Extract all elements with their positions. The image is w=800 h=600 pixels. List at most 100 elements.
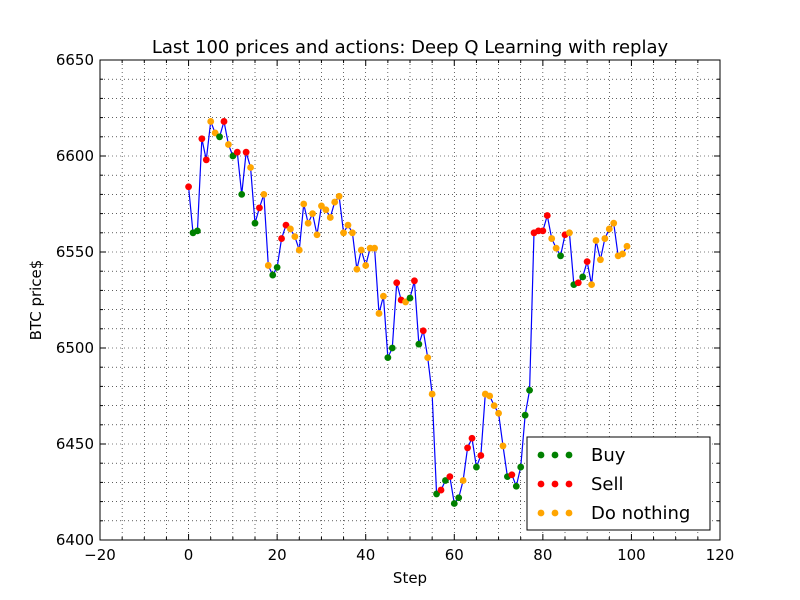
point-nothing [309, 210, 316, 218]
point-buy [512, 482, 520, 490]
point-nothing [353, 265, 361, 273]
legend-marker-sell [537, 480, 545, 488]
tick-labels: −20 0 20 40 60 80 100 120 6400 6450 6500 6550 6600 66… [56, 51, 735, 564]
point-sell [508, 471, 516, 479]
point-nothing [295, 246, 303, 254]
point-nothing [610, 219, 618, 227]
point-buy [579, 273, 587, 281]
legend-marker-buy [537, 451, 545, 459]
point-sell [543, 212, 551, 219]
point-sell [437, 486, 445, 494]
point-buy [384, 354, 392, 361]
legend-marker-buy [565, 451, 573, 459]
x-tick-label: 40 [356, 546, 375, 564]
point-buy [229, 152, 237, 160]
legend-marker-nothing [551, 509, 559, 517]
x-tick-label: 0 [184, 546, 194, 564]
x-tick-label: 20 [268, 546, 287, 564]
y-tick-label: 6450 [56, 435, 94, 453]
point-buy [406, 294, 414, 302]
point-buy [216, 133, 223, 141]
point-sell [539, 227, 547, 235]
point-nothing [362, 262, 370, 269]
legend-label-nothing: Do nothing [591, 503, 690, 524]
point-buy [388, 344, 396, 352]
x-axis-label: Step [393, 569, 427, 587]
point-nothing [566, 229, 573, 237]
point-nothing [225, 141, 232, 148]
point-nothing [428, 390, 436, 398]
legend-marker-sell [565, 480, 573, 488]
point-nothing [597, 256, 604, 264]
point-nothing [300, 200, 308, 208]
point-nothing [490, 402, 498, 409]
legend-marker-buy [551, 451, 559, 459]
x-tick-label: 120 [706, 546, 735, 564]
point-buy [455, 494, 463, 502]
point-nothing [304, 219, 312, 227]
ticks [99, 59, 721, 541]
point-nothing [424, 354, 432, 361]
point-sell [464, 444, 471, 452]
point-nothing [623, 242, 631, 250]
point-nothing [349, 229, 356, 237]
point-sell [198, 135, 206, 143]
point-nothing [287, 225, 294, 233]
y-axis-label: BTC price$ [27, 260, 45, 341]
legend-label-sell: Sell [591, 474, 624, 495]
point-nothing [619, 250, 626, 258]
point-nothing [402, 298, 409, 306]
point-buy [450, 500, 458, 507]
point-nothing [340, 229, 347, 237]
x-tick-label: 60 [445, 546, 464, 564]
point-nothing [380, 292, 387, 300]
point-nothing [375, 310, 383, 317]
point-nothing [552, 244, 560, 252]
point-nothing [486, 392, 494, 400]
x-tick-label: 80 [533, 546, 552, 564]
point-nothing [344, 221, 352, 229]
point-nothing [322, 206, 330, 214]
point-sell [256, 204, 263, 212]
point-nothing [211, 129, 219, 137]
point-buy [251, 219, 259, 227]
point-buy [415, 340, 423, 348]
x-tick-label: 100 [617, 546, 646, 564]
point-buy [442, 477, 449, 484]
point-nothing [318, 202, 325, 210]
y-tick-label: 6600 [56, 147, 94, 165]
point-buy [517, 463, 525, 471]
point-sell [185, 183, 192, 191]
point-sell [446, 473, 454, 481]
point-buy [238, 191, 246, 198]
point-buy [433, 490, 440, 498]
point-sell [574, 279, 582, 287]
point-buy [521, 411, 529, 419]
point-nothing [331, 198, 339, 206]
y-tick-label: 6650 [56, 51, 94, 69]
point-sell [278, 235, 285, 242]
point-sell [233, 148, 241, 156]
legend-marker-sell [551, 480, 559, 488]
action-points [185, 118, 631, 507]
point-nothing [335, 192, 343, 200]
point-nothing [588, 281, 595, 289]
point-nothing [592, 237, 600, 244]
point-sell [468, 434, 476, 442]
point-nothing [605, 225, 613, 233]
x-tick-label: −20 [84, 546, 116, 564]
point-nothing [357, 246, 365, 254]
point-buy [269, 271, 277, 279]
point-buy [273, 263, 281, 271]
point-sell [419, 327, 427, 335]
legend: Buy Sell Do nothing [526, 436, 711, 531]
point-sell [242, 148, 250, 156]
point-nothing [459, 477, 467, 484]
y-tick-label: 6400 [56, 531, 94, 549]
point-nothing [371, 244, 378, 252]
point-buy [473, 463, 480, 471]
point-sell [411, 277, 418, 285]
point-sell [477, 452, 485, 459]
point-nothing [291, 233, 299, 241]
